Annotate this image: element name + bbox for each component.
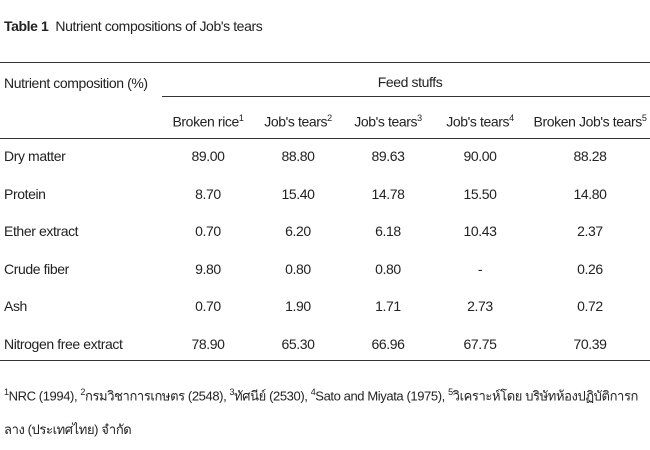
- column-name: Broken rice: [172, 113, 239, 130]
- top-rule: [0, 62, 650, 63]
- row-label: Ash: [4, 298, 27, 314]
- cell: 88.80: [281, 148, 315, 164]
- footnote-note: 5: [448, 387, 453, 397]
- group-rule: [162, 96, 650, 97]
- footnote-note: 2: [80, 387, 85, 397]
- footnote-text: กรมวิชาการเกษตร (2548),: [85, 388, 230, 404]
- cell: 89.63: [371, 148, 405, 164]
- cell: 0.72: [577, 298, 603, 314]
- column-header: Broken rice1: [172, 113, 243, 130]
- footnote-note: 3: [229, 387, 235, 397]
- bottom-rule: [0, 360, 650, 361]
- column-name: Broken Job's tears: [533, 113, 643, 130]
- cell: 66.96: [371, 335, 405, 352]
- column-note: 1: [238, 113, 244, 123]
- cell: 15.50: [463, 185, 497, 202]
- column-header: Job's tears3: [354, 113, 422, 130]
- column-note: 2: [327, 113, 332, 123]
- row-label: Ether extract: [4, 223, 79, 239]
- cell: 0.26: [577, 260, 603, 277]
- cell: 78.90: [191, 335, 225, 352]
- cell: 9.80: [195, 260, 221, 277]
- cell: 14.80: [573, 185, 607, 202]
- column-note: 5: [641, 113, 647, 123]
- row-label: Dry matter: [4, 148, 66, 164]
- footnote-note: 4: [310, 387, 316, 397]
- column-note: 4: [509, 113, 514, 123]
- column-name: Job's tears: [446, 113, 510, 130]
- table-title: Nutrient compositions of Job's tears: [55, 18, 263, 34]
- row-label: Nitrogen free extract: [4, 335, 123, 352]
- cell: 15.40: [281, 185, 315, 202]
- column-header: Job's tears4: [446, 113, 514, 130]
- cell: 70.39: [573, 335, 607, 352]
- table-label: Table 1: [4, 18, 49, 34]
- cell: 89.00: [191, 148, 225, 164]
- header-rule: [0, 138, 650, 139]
- cell: 14.78: [371, 185, 405, 202]
- cell: 6.18: [375, 223, 401, 239]
- column-name: Job's tears: [354, 113, 418, 130]
- column-note: 3: [417, 113, 422, 123]
- cell: 90.00: [463, 148, 497, 164]
- footnote-text: Sato and Miyata (1975),: [315, 388, 449, 404]
- table-caption: Table 1 Nutrient compositions of Job's t…: [4, 18, 263, 34]
- cell: 10.43: [463, 223, 497, 239]
- cell: 88.28: [573, 148, 607, 164]
- cell: 2.73: [467, 298, 493, 314]
- column-header: Job's tears2: [264, 113, 332, 130]
- row-label: Crude fiber: [4, 260, 69, 277]
- footnote-text: วิเคราะห์โดย บริษัทห้องปฏิบัติการกลาง (ป…: [4, 388, 638, 438]
- footnote-text: NRC (1994),: [8, 388, 81, 404]
- cell: 2.37: [577, 223, 603, 239]
- cell: 8.70: [195, 185, 221, 202]
- cell: 0.70: [195, 298, 221, 314]
- cell: 1.71: [375, 298, 401, 314]
- cell: 6.20: [285, 223, 311, 239]
- cell: 0.80: [375, 260, 401, 277]
- cell: 0.80: [285, 260, 311, 277]
- footnote-text: ทัศนีย์ (2530),: [234, 388, 311, 404]
- footnotes: 1NRC (1994), 2กรมวิชาการเกษตร (2548), 3ท…: [4, 375, 640, 447]
- footnote-note: 1: [4, 387, 9, 397]
- cell: 1.90: [285, 298, 311, 314]
- row-header: Nutrient composition (%): [4, 75, 148, 91]
- cell: 0.70: [195, 223, 221, 239]
- cell: 67.75: [463, 335, 497, 352]
- cell: -: [477, 260, 483, 277]
- column-header: Broken Job's tears5: [534, 113, 647, 130]
- column-name: Job's tears: [264, 113, 328, 130]
- cell: 65.30: [281, 335, 315, 352]
- row-label: Protein: [4, 185, 46, 202]
- group-header: Feed stuffs: [377, 74, 443, 90]
